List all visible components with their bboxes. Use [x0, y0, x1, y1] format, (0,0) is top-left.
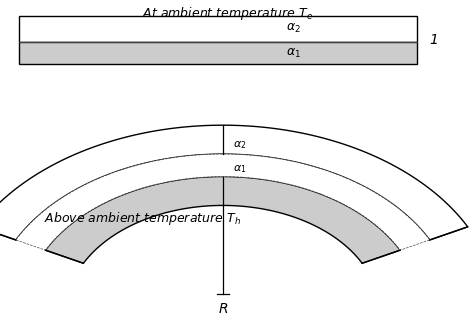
- Text: $\alpha_2$: $\alpha_2$: [233, 139, 246, 151]
- Text: $\alpha_1$: $\alpha_1$: [286, 47, 301, 59]
- Polygon shape: [16, 154, 430, 250]
- Polygon shape: [0, 125, 468, 240]
- Text: At ambient temperature $T_e$: At ambient temperature $T_e$: [142, 5, 313, 22]
- Bar: [19, 16, 417, 42]
- Text: Above ambient temperature $T_h$: Above ambient temperature $T_h$: [44, 210, 241, 227]
- Text: $R$: $R$: [218, 302, 228, 316]
- Text: $\alpha_1$: $\alpha_1$: [233, 163, 247, 175]
- Bar: [19, 42, 417, 64]
- Polygon shape: [46, 177, 400, 263]
- Text: 1: 1: [429, 33, 438, 47]
- Text: $\alpha_2$: $\alpha_2$: [286, 22, 301, 35]
